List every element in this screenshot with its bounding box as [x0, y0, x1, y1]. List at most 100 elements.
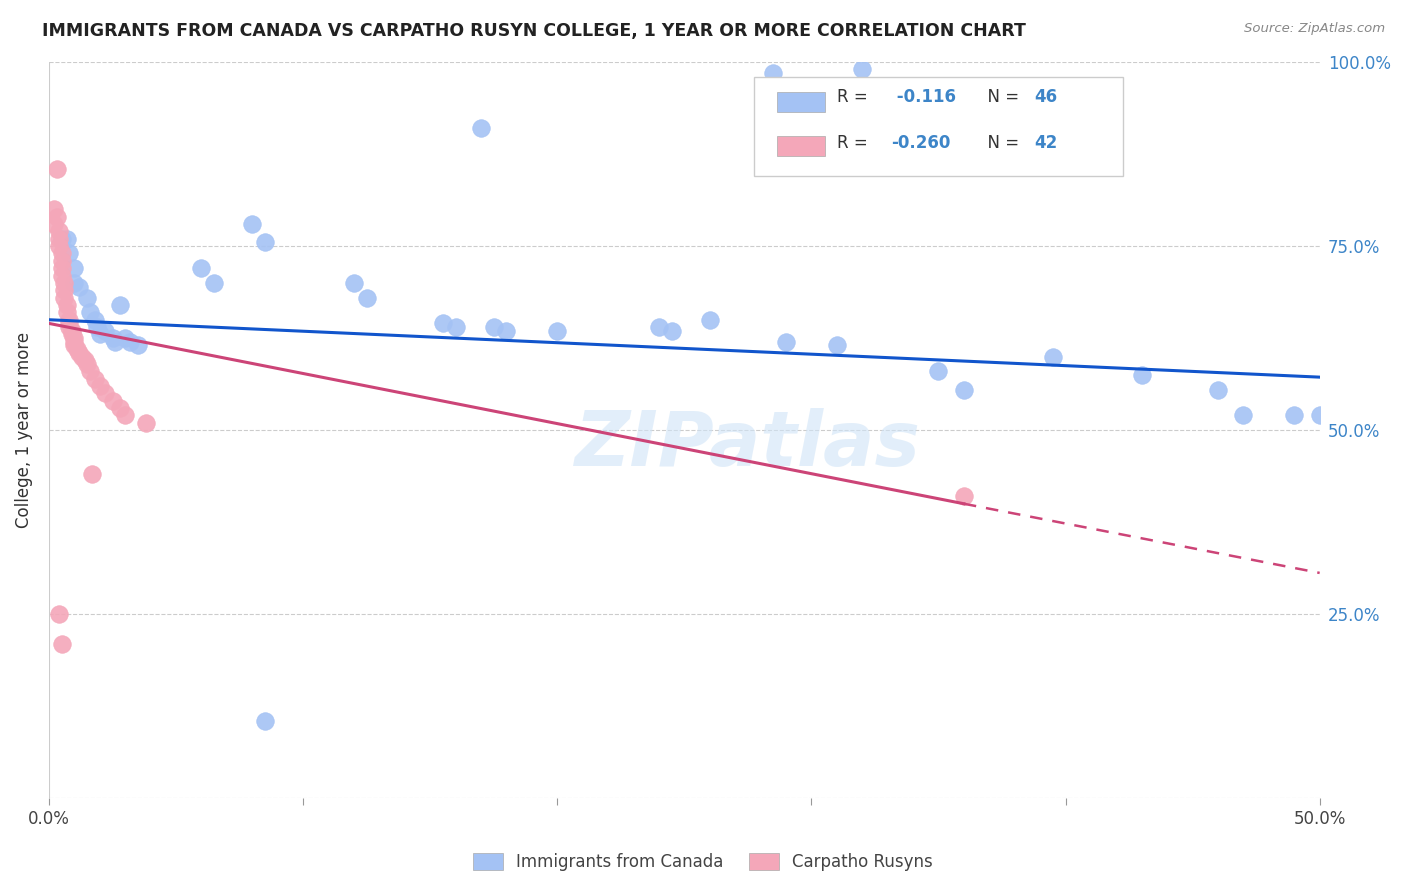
Point: [127, 338, 149, 352]
Point: [58, 246, 80, 260]
Point: [48, 232, 70, 246]
Point: [120, 334, 142, 349]
Point: [86, 320, 108, 334]
Text: -0.116: -0.116: [891, 88, 956, 106]
Point: [60, 324, 83, 338]
Point: [73, 353, 96, 368]
Point: [253, 714, 276, 728]
Point: [51, 261, 73, 276]
Point: [63, 261, 86, 276]
Point: [70, 350, 93, 364]
Text: Source: ZipAtlas.com: Source: ZipAtlas.com: [1244, 22, 1385, 36]
Point: [432, 317, 454, 331]
Point: [482, 320, 505, 334]
Point: [762, 66, 785, 80]
Point: [69, 346, 91, 360]
FancyBboxPatch shape: [778, 92, 825, 112]
Point: [51, 232, 73, 246]
Point: [1042, 350, 1064, 364]
Point: [775, 334, 797, 349]
Point: [1232, 409, 1254, 423]
Point: [69, 279, 91, 293]
Text: N =: N =: [977, 88, 1024, 106]
Text: N =: N =: [977, 134, 1024, 153]
Point: [343, 276, 366, 290]
Point: [55, 305, 77, 319]
Point: [76, 291, 98, 305]
Point: [1206, 383, 1229, 397]
Point: [661, 324, 683, 338]
Point: [42, 202, 65, 217]
Point: [83, 371, 105, 385]
Point: [1284, 409, 1306, 423]
Point: [53, 291, 76, 305]
Point: [51, 253, 73, 268]
FancyBboxPatch shape: [778, 136, 825, 156]
Point: [444, 320, 467, 334]
Point: [851, 62, 873, 77]
Point: [101, 331, 124, 345]
Point: [101, 393, 124, 408]
Text: IMMIGRANTS FROM CANADA VS CARPATHO RUSYN COLLEGE, 1 YEAR OR MORE CORRELATION CHA: IMMIGRANTS FROM CANADA VS CARPATHO RUSYN…: [42, 22, 1026, 40]
Point: [495, 324, 517, 338]
Point: [202, 276, 225, 290]
Point: [51, 636, 73, 650]
Point: [546, 324, 568, 338]
Point: [58, 317, 80, 331]
Point: [53, 276, 76, 290]
Point: [42, 217, 65, 231]
Point: [58, 320, 80, 334]
Point: [55, 232, 77, 246]
Point: [48, 239, 70, 253]
Point: [108, 401, 131, 415]
Point: [63, 331, 86, 345]
Text: R =: R =: [837, 134, 873, 153]
Point: [94, 386, 117, 401]
Point: [76, 357, 98, 371]
Point: [79, 364, 101, 378]
Point: [356, 291, 378, 305]
Legend: Immigrants from Canada, Carpatho Rusyns: Immigrants from Canada, Carpatho Rusyns: [465, 845, 941, 880]
Point: [1130, 368, 1153, 382]
Point: [51, 268, 73, 283]
Point: [63, 276, 86, 290]
Point: [63, 334, 86, 349]
Point: [60, 327, 83, 342]
Point: [114, 331, 136, 345]
Text: ZIPatlas: ZIPatlas: [575, 408, 921, 482]
Text: R =: R =: [837, 88, 873, 106]
FancyBboxPatch shape: [754, 77, 1123, 177]
Point: [53, 283, 76, 297]
Point: [45, 161, 67, 176]
Text: 42: 42: [1033, 134, 1057, 153]
Point: [240, 217, 263, 231]
Point: [63, 338, 86, 352]
Point: [55, 298, 77, 312]
Point: [89, 379, 111, 393]
Point: [104, 334, 127, 349]
Point: [953, 489, 976, 503]
Point: [48, 224, 70, 238]
Point: [253, 235, 276, 250]
Point: [953, 383, 976, 397]
Point: [825, 338, 848, 352]
Point: [470, 121, 492, 136]
Point: [1309, 409, 1331, 423]
Point: [82, 467, 104, 482]
Point: [699, 312, 721, 326]
Point: [108, 298, 131, 312]
Point: [927, 364, 949, 378]
Point: [58, 312, 80, 326]
Point: [45, 210, 67, 224]
Text: 46: 46: [1033, 88, 1057, 106]
Point: [48, 607, 70, 621]
Point: [89, 327, 111, 342]
Point: [83, 312, 105, 326]
Point: [66, 342, 89, 356]
Point: [135, 416, 157, 430]
Y-axis label: College, 1 year or more: College, 1 year or more: [15, 332, 32, 528]
Point: [648, 320, 671, 334]
Point: [114, 409, 136, 423]
Point: [79, 305, 101, 319]
Point: [51, 246, 73, 260]
